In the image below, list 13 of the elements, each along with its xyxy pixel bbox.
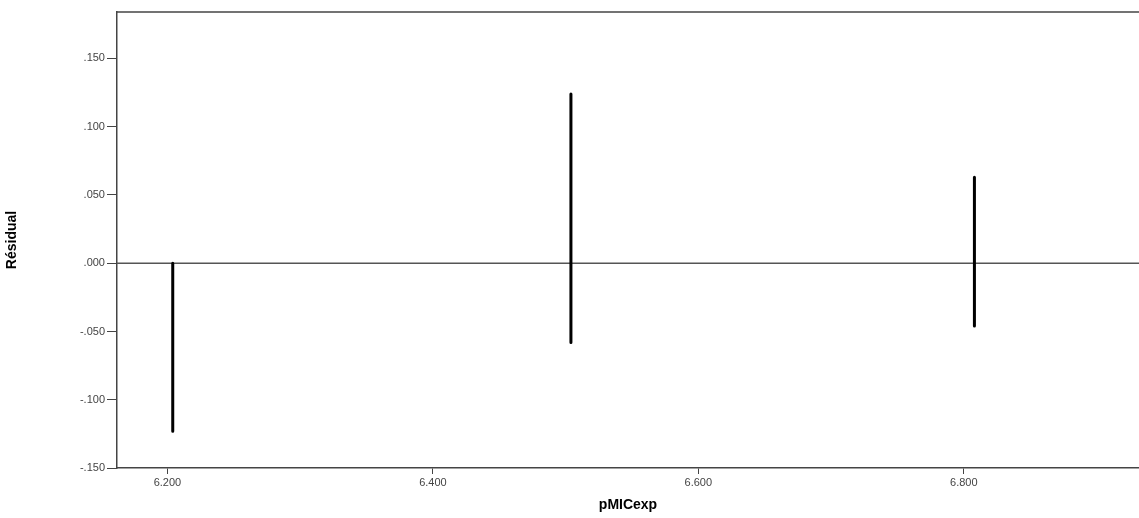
y-axis-title: Résidual (3, 210, 20, 270)
y-tick-label: -.100 (79, 392, 105, 405)
x-tick-label: 6.800 (950, 475, 978, 488)
y-tick-label: .000 (83, 256, 105, 269)
x-axis-title: pMICexp (598, 496, 658, 513)
y-tick-label: -.150 (79, 461, 105, 474)
y-tick-label: .100 (83, 119, 105, 132)
y-tick-label: .150 (83, 51, 105, 64)
y-tick-label: -.050 (79, 324, 105, 337)
x-tick-label: 6.400 (419, 475, 447, 488)
x-tick-label: 6.600 (684, 475, 713, 488)
y-tick-label: .050 (83, 187, 105, 200)
x-tick-label: 6.200 (153, 475, 182, 488)
